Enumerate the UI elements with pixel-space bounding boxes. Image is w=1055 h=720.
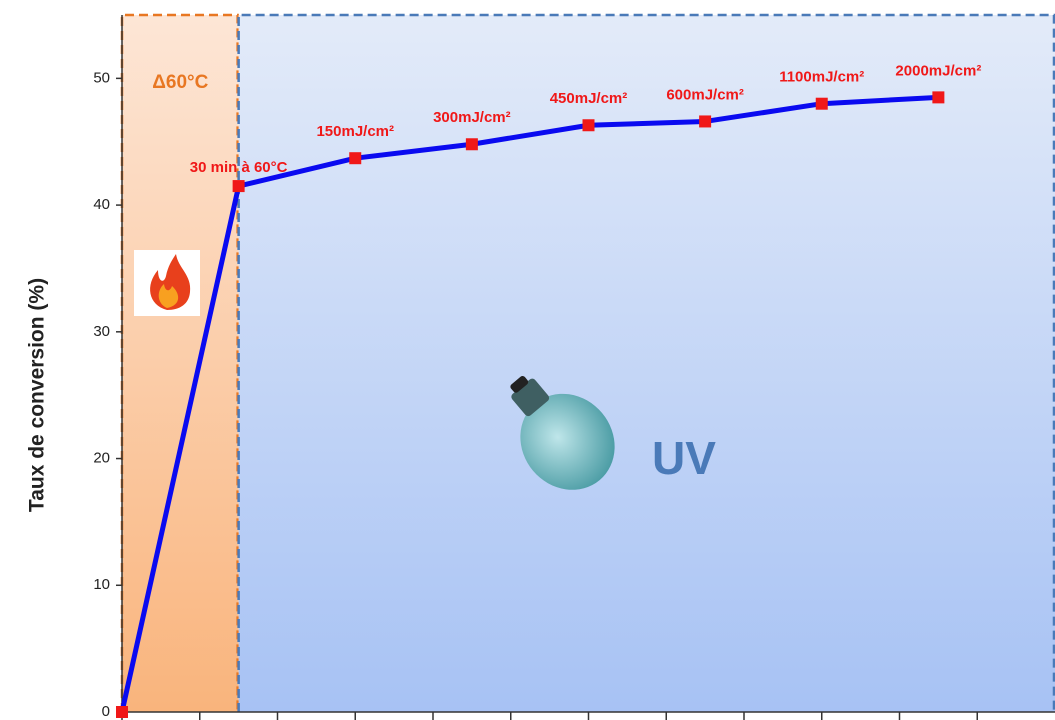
data-point (465, 138, 478, 151)
y-tick-label: 50 (93, 69, 110, 86)
data-point (232, 180, 245, 193)
y-tick-label: 20 (93, 450, 110, 467)
data-point (582, 119, 595, 132)
point-label: 450mJ/cm² (550, 90, 628, 107)
fire-icon (134, 250, 200, 316)
y-tick-label: 0 (102, 703, 110, 720)
y-tick-label: 10 (93, 576, 110, 593)
y-tick-label: 30 (93, 323, 110, 340)
data-point (699, 115, 712, 128)
region (122, 15, 239, 712)
point-label: 1100mJ/cm² (779, 69, 864, 86)
region-label: UV (652, 432, 716, 484)
point-label: 300mJ/cm² (433, 109, 511, 126)
data-line (119, 94, 939, 713)
point-label: 30 min à 60°C (190, 159, 288, 176)
point-label: 2000mJ/cm² (895, 62, 981, 79)
region (238, 15, 1055, 712)
region-label: Δ60°C (152, 72, 208, 93)
data-point (116, 706, 128, 718)
y-axis-label: Taux de conversion (%) (26, 278, 49, 512)
y-tick-label: 40 (93, 196, 110, 213)
data-point (932, 91, 945, 104)
data-point (349, 152, 362, 165)
point-label: 600mJ/cm² (666, 86, 744, 103)
uv-bulb-icon (510, 375, 615, 490)
point-label: 150mJ/cm² (316, 123, 394, 140)
data-point (815, 97, 828, 110)
